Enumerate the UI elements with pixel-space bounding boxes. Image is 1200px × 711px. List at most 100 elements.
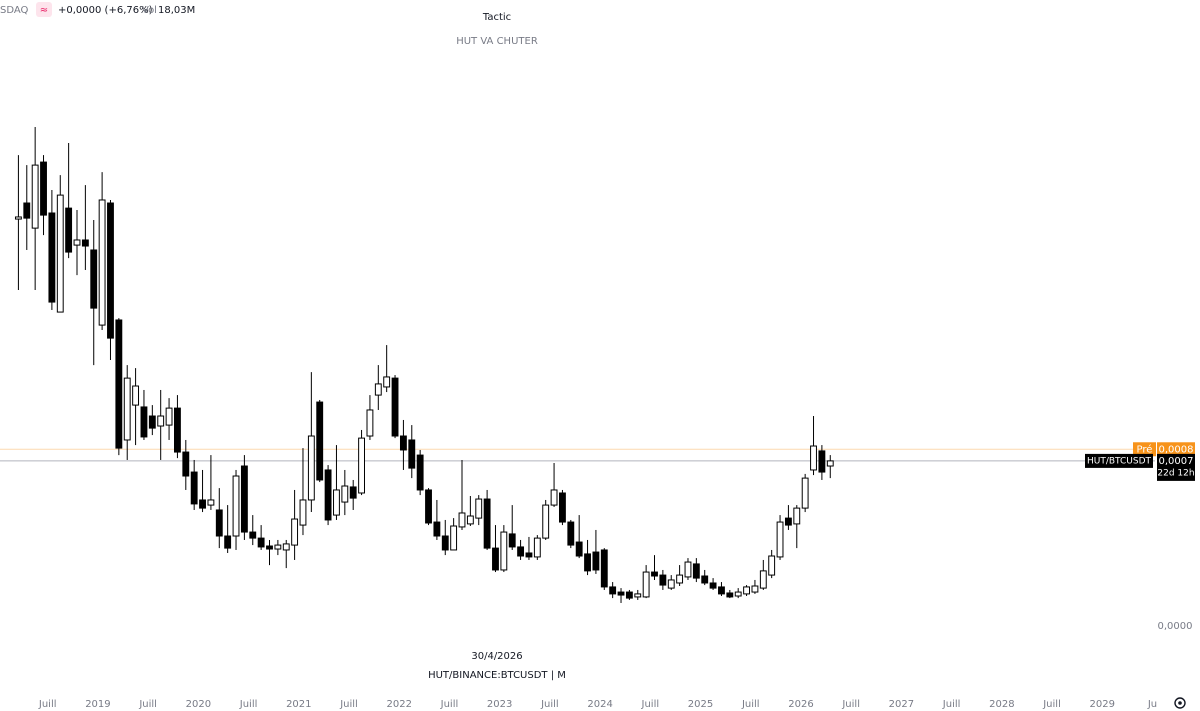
candle-body — [174, 407, 181, 453]
gear[interactable] — [1174, 697, 1186, 709]
x-tick-label: 2028 — [989, 699, 1014, 710]
candle-body — [701, 575, 709, 584]
candle-body — [826, 460, 834, 467]
x-tick-label: 2023 — [487, 699, 512, 710]
icon-box[interactable] — [36, 2, 52, 17]
candle-body — [56, 194, 64, 313]
x-tick-label: Ju — [1147, 699, 1157, 710]
candle-body — [651, 571, 658, 577]
candle-body — [475, 498, 483, 519]
candle-body — [224, 535, 232, 549]
settings-icon[interactable] — [1174, 697, 1186, 709]
candle-body — [659, 574, 667, 586]
candle-body — [107, 202, 114, 339]
candle-body — [408, 439, 416, 469]
change: +0,0000 (+6,76%) — [58, 5, 153, 16]
candle-body — [567, 521, 575, 546]
x-tick-label: 2029 — [1090, 699, 1115, 710]
x-tick-label: Juill — [741, 699, 760, 710]
candle-body — [316, 401, 324, 481]
candle-body — [182, 451, 190, 477]
source: HUT/BINANCE:BTCUSDT | M — [428, 670, 566, 681]
candle-body — [625, 591, 633, 599]
candle-body — [366, 409, 374, 437]
price-name-box — [1085, 453, 1153, 468]
candle-body — [492, 547, 499, 571]
candle-body — [768, 555, 776, 576]
candle-body — [751, 585, 759, 593]
candle-body — [207, 499, 215, 506]
candle-body — [500, 531, 508, 571]
candle-body — [299, 499, 307, 526]
pre-name-box — [1133, 442, 1156, 457]
candle-body — [307, 435, 315, 501]
chart-title: Tactic — [482, 12, 511, 23]
candle-body — [190, 471, 198, 505]
price-value-box — [1157, 453, 1195, 481]
candle-body — [40, 161, 47, 216]
x-tick-label: Juill — [239, 699, 258, 710]
candle-body — [818, 450, 826, 473]
candle-body — [132, 385, 140, 406]
candle-body — [584, 553, 591, 572]
gear-center[interactable] — [1178, 701, 1182, 705]
countdown: 22d 12h — [1157, 468, 1194, 478]
candle-body — [441, 535, 449, 551]
x-tick-label: Juill — [440, 699, 459, 710]
x-tick-label: Juill — [339, 699, 358, 710]
candle-body — [165, 407, 173, 426]
candle-body — [249, 531, 257, 539]
x-tick-label: Juill — [841, 699, 860, 710]
candle-body — [617, 591, 625, 596]
candle-body — [676, 574, 684, 584]
x-tick-label: Juill — [38, 699, 57, 710]
candle-body — [98, 199, 106, 326]
candle-body — [341, 485, 349, 503]
candle-body — [734, 591, 742, 597]
x-tick-label: 2027 — [889, 699, 914, 710]
candle-body — [684, 561, 692, 578]
candle-body — [282, 543, 290, 551]
candle-body — [416, 454, 424, 491]
x-tick-label: 2025 — [688, 699, 713, 710]
candle-body — [759, 570, 767, 589]
candle-body — [726, 592, 734, 598]
x-tick-label: 2019 — [85, 699, 110, 710]
candle-body — [425, 489, 432, 524]
candle-body — [257, 537, 265, 548]
subtitle: HUT VA CHUTER — [456, 36, 538, 47]
candle-body — [609, 586, 617, 595]
price-value: 0,0007 — [1159, 456, 1194, 467]
candle-body — [383, 376, 391, 388]
symbol: SDAQ — [0, 5, 29, 16]
candle-body — [743, 586, 750, 595]
x-tick-label: Juill — [641, 699, 660, 710]
candle-body — [718, 586, 725, 595]
candle-body — [374, 383, 382, 396]
x-tick-label: Juill — [138, 699, 157, 710]
candle-body — [550, 489, 558, 506]
pre-value: 0,0008 — [1159, 444, 1194, 455]
candle-body — [533, 537, 541, 558]
x-tick-label: 2021 — [286, 699, 311, 710]
candle-body — [81, 239, 89, 247]
candle-body — [31, 164, 39, 229]
candle-body — [324, 469, 332, 521]
candle-body — [232, 475, 240, 537]
candle-body — [458, 512, 466, 528]
candle-body — [692, 563, 700, 579]
candle-body — [667, 579, 675, 589]
volume: 18,03M — [158, 5, 195, 16]
x-tick-label: 2026 — [788, 699, 813, 710]
candle-body — [65, 207, 73, 253]
candle-body — [433, 521, 441, 537]
candle-body — [542, 504, 550, 539]
candle-body — [525, 552, 533, 558]
candle-body — [199, 499, 206, 509]
pre-value-box — [1157, 442, 1195, 457]
candle-body — [358, 437, 365, 494]
candle-body — [148, 415, 156, 429]
candle-body — [709, 582, 717, 589]
icon[interactable]: ≈ — [40, 5, 48, 16]
